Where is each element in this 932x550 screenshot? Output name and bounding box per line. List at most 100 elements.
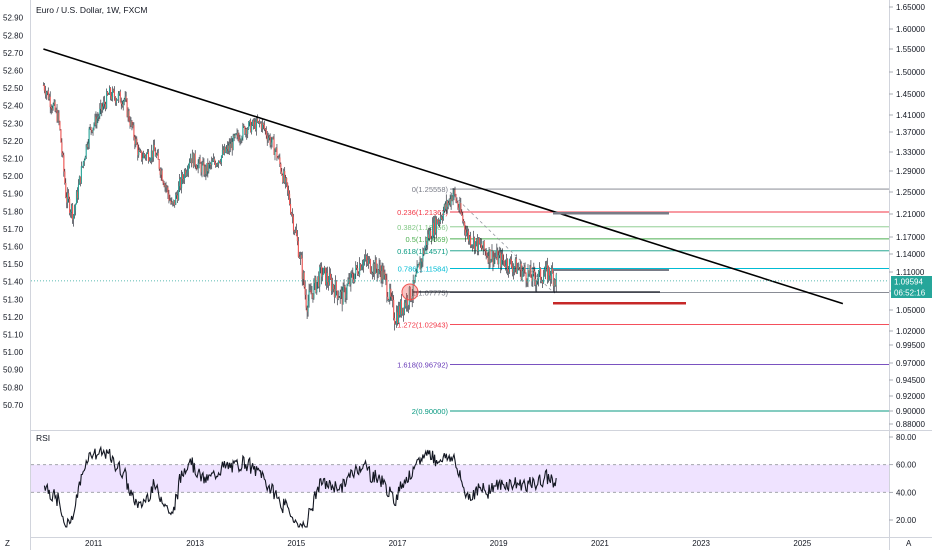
auto-scale-button[interactable]: A <box>906 539 912 548</box>
candle-body <box>59 121 61 130</box>
candle-body <box>76 191 79 199</box>
candle-body <box>119 91 121 103</box>
candle-body <box>267 137 269 141</box>
rsi-axis-tick: 60.00 <box>896 461 917 470</box>
candle-body <box>144 153 146 156</box>
candle-body <box>508 258 511 272</box>
candle-body <box>438 221 440 222</box>
candle-body <box>217 164 219 165</box>
right-price-axis[interactable]: 1.65000 1.60000 1.55000 1.50000 1.45000 1.410… <box>889 3 925 525</box>
left-axis-tick: 50.90 <box>3 366 24 375</box>
candle-body <box>440 217 442 219</box>
candle-body <box>110 96 113 100</box>
candle-body <box>257 120 259 123</box>
candle-body <box>278 157 280 159</box>
candle-body <box>66 197 68 203</box>
candle-body <box>477 238 479 252</box>
candle-body <box>360 264 362 270</box>
candle-body <box>245 129 247 134</box>
candle-body <box>251 125 253 132</box>
candle-body <box>73 210 76 215</box>
trendline[interactable] <box>43 48 844 305</box>
left-axis-tick: 52.40 <box>3 102 24 111</box>
candle-body <box>70 211 72 213</box>
candle-body <box>554 280 556 286</box>
candle-body <box>235 133 237 135</box>
right-axis-tick: 1.25000 <box>896 188 925 197</box>
candle-body <box>103 101 105 107</box>
candle-body <box>166 187 168 188</box>
candle-body <box>484 249 486 252</box>
candle-body <box>200 163 202 173</box>
candle-body <box>411 296 413 300</box>
candle-body <box>415 273 417 277</box>
candle-body <box>466 232 468 236</box>
rsi-axis-tick: 20.00 <box>896 516 917 525</box>
candle-body <box>424 247 426 255</box>
candle-body <box>132 125 134 127</box>
candle-body <box>397 312 399 324</box>
candle-body <box>353 279 355 283</box>
candle-body <box>358 273 360 276</box>
price-tag-bg <box>891 276 932 287</box>
candle-body <box>459 203 461 211</box>
candle-body <box>154 151 156 157</box>
candle-body <box>418 262 420 266</box>
candle-body <box>83 160 85 162</box>
left-axis-tick: 52.50 <box>3 84 24 93</box>
candle-body <box>488 249 490 263</box>
candle-body <box>236 132 238 135</box>
candle-body <box>364 256 367 260</box>
candle-body <box>545 264 548 266</box>
candle-body <box>507 259 509 270</box>
candle-body <box>322 274 324 277</box>
candle-body <box>312 293 314 299</box>
candle-body <box>122 101 124 106</box>
right-axis-tick: 1.29000 <box>896 167 925 176</box>
candle-body <box>460 203 462 213</box>
candle-body <box>201 164 203 173</box>
left-price-axis[interactable]: 52.90 52.80 52.70 52.60 52.50 52.40 52.30 52.20… <box>3 14 24 410</box>
candle-body <box>532 269 534 282</box>
candle-body <box>158 159 160 169</box>
candle-body <box>371 273 373 274</box>
candle-body <box>426 241 428 245</box>
candle-body <box>285 177 287 183</box>
candle-body <box>55 109 57 112</box>
drawn-zone-3[interactable] <box>553 302 686 305</box>
candle-body <box>47 91 49 100</box>
candle-body <box>228 143 230 151</box>
candle-body <box>135 138 137 145</box>
timezone-button[interactable]: Z <box>5 539 10 548</box>
candle-body <box>492 250 494 265</box>
drawn-zone-2[interactable] <box>553 269 669 271</box>
candle-body <box>375 259 377 269</box>
candle-body <box>162 180 164 183</box>
candle-body <box>125 96 127 100</box>
time-axis[interactable]: 2011 2013 2015 2017 2019 2021 2023 2025 <box>85 539 812 548</box>
candle-body <box>140 150 142 152</box>
candle-body <box>85 144 87 157</box>
candle-body <box>320 266 322 268</box>
right-axis-tick: 1.17000 <box>896 233 925 242</box>
candle-body <box>511 266 513 273</box>
candle-body <box>423 250 425 255</box>
candle-body <box>48 96 50 100</box>
drawn-zone-1[interactable] <box>553 212 669 215</box>
candle-body <box>195 165 197 168</box>
candle-body <box>453 189 455 194</box>
candle-body <box>357 268 359 274</box>
candle-body <box>181 174 183 188</box>
candle-body <box>377 269 379 275</box>
marker-circle[interactable] <box>401 283 419 301</box>
candle-body <box>138 150 140 156</box>
candle-body <box>365 256 368 260</box>
candle-body <box>339 291 341 298</box>
fib-level-label: 0.382(1.18766) <box>397 223 448 232</box>
candlestick-series <box>42 82 557 331</box>
candle-body <box>54 101 56 112</box>
candle-body <box>182 174 184 180</box>
candle-body <box>374 259 376 274</box>
right-axis-tick: 1.55000 <box>896 45 925 54</box>
